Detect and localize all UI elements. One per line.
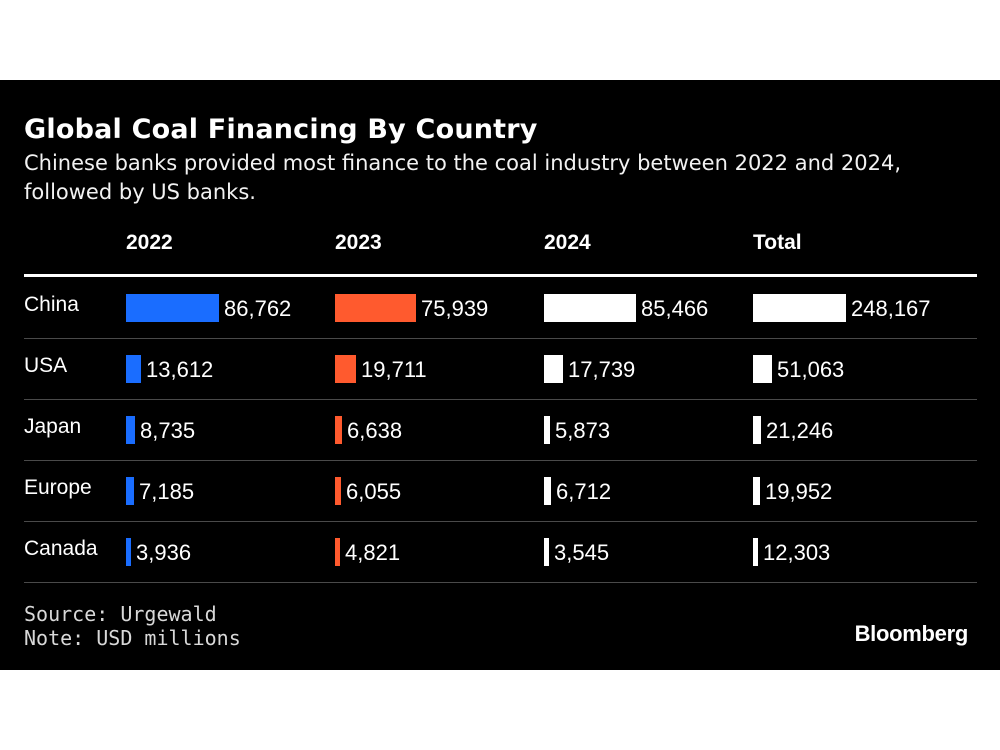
- row-divider: [24, 399, 977, 400]
- value-label: 5,873: [555, 418, 611, 443]
- country-label: China: [24, 293, 79, 316]
- value-label: 4,821: [345, 540, 401, 565]
- value-label: 13,612: [146, 357, 214, 382]
- country-label: Canada: [24, 537, 98, 560]
- bar-2022-canada: [126, 538, 131, 566]
- value-label: 8,735: [140, 418, 196, 443]
- column-header-total: Total: [753, 231, 802, 254]
- bar-total-canada: [753, 538, 758, 566]
- bar-2022-usa: [126, 355, 141, 383]
- row-divider: [24, 521, 977, 522]
- value-label: 19,952: [765, 479, 833, 504]
- chart-panel: Global Coal Financing By Country Chinese…: [0, 80, 1000, 670]
- bar-2024-china: [544, 294, 636, 322]
- value-label: 51,063: [777, 357, 845, 382]
- bar-2023-china: [335, 294, 416, 322]
- row-divider: [24, 460, 977, 461]
- chart-subtitle: Chinese banks provided most finance to t…: [24, 151, 902, 204]
- bar-2024-japan: [544, 416, 550, 444]
- country-label: Japan: [24, 415, 82, 438]
- value-label: 21,246: [766, 418, 834, 443]
- bar-total-china: [753, 294, 846, 322]
- bar-2023-usa: [335, 355, 356, 383]
- bar-total-usa: [753, 355, 772, 383]
- bar-2022-japan: [126, 416, 135, 444]
- value-label: 19,711: [361, 357, 427, 382]
- bar-total-europe: [753, 477, 760, 505]
- source-note: Source: Urgewald: [24, 602, 217, 626]
- row-divider: [24, 582, 977, 583]
- value-label: 17,739: [568, 357, 636, 382]
- value-label: 6,638: [347, 418, 403, 443]
- value-label: 85,466: [641, 296, 709, 321]
- value-label: 75,939: [421, 296, 489, 321]
- value-label: 7,185: [139, 479, 195, 504]
- bar-total-japan: [753, 416, 761, 444]
- value-label: 3,936: [136, 540, 192, 565]
- bar-2023-canada: [335, 538, 340, 566]
- column-header-2022: 2022: [126, 231, 173, 254]
- row-divider: [24, 338, 977, 339]
- bar-2024-canada: [544, 538, 549, 566]
- value-label: 6,712: [556, 479, 612, 504]
- units-note: Note: USD millions: [24, 626, 241, 650]
- bar-2022-europe: [126, 477, 134, 505]
- bar-2022-china: [126, 294, 219, 322]
- header-rule: [24, 274, 977, 277]
- value-label: 3,545: [554, 540, 610, 565]
- value-label: 12,303: [763, 540, 831, 565]
- bar-2023-japan: [335, 416, 342, 444]
- bar-2023-europe: [335, 477, 341, 505]
- column-header-2024: 2024: [544, 231, 591, 254]
- bar-2024-usa: [544, 355, 563, 383]
- country-label: USA: [24, 354, 68, 377]
- country-label: Europe: [24, 476, 92, 499]
- value-label: 86,762: [224, 296, 292, 321]
- value-label: 248,167: [851, 296, 931, 321]
- value-label: 6,055: [346, 479, 402, 504]
- bar-2024-europe: [544, 477, 551, 505]
- chart-title: Global Coal Financing By Country: [24, 114, 538, 145]
- bloomberg-logo: Bloomberg: [854, 621, 969, 646]
- column-header-2023: 2023: [335, 231, 382, 254]
